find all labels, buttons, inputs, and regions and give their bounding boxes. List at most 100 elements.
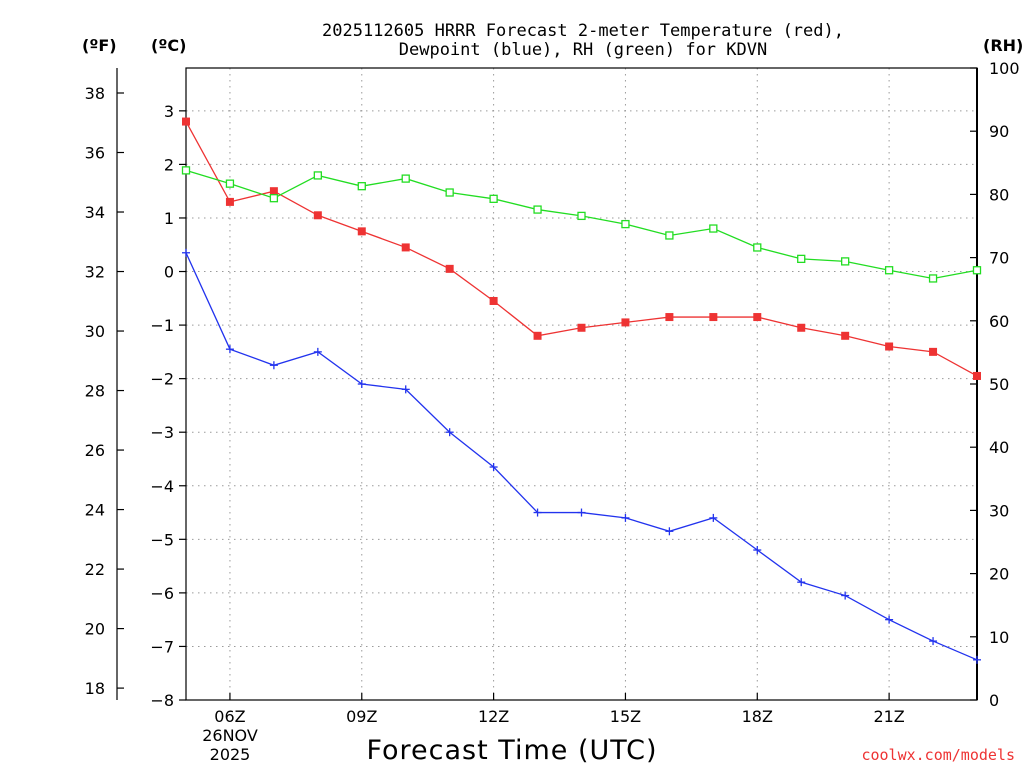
rh-tick-label: 60 [989,312,1009,331]
fahrenheit-axis-unit: (ºF) [82,36,117,55]
fahrenheit-tick-label: 26 [85,441,105,460]
date-label-day: 26NOV [202,726,258,745]
x-tick-label: 21Z [873,707,904,726]
rh-tick-label: 90 [989,122,1009,141]
temperature-point [533,331,542,340]
celsius-tick-label: 1 [164,209,174,228]
rh-point [621,219,630,229]
rh-point [797,254,806,264]
temperature-point [929,347,938,356]
credit-text: coolwx.com/models [861,746,1015,764]
rh-point [841,257,850,266]
rh-point [313,171,322,180]
rh-point [709,224,718,233]
rh-point [445,188,454,197]
rh-point [225,179,235,188]
rh-tick-label: 0 [989,691,999,710]
dewpoint-point [269,361,278,370]
rh-point [181,166,191,175]
temperature-point [753,313,762,322]
celsius-tick-label: −2 [150,370,174,389]
dewpoint-point [225,345,234,354]
rh-point [972,266,982,275]
dewpoint-point [797,578,806,587]
celsius-tick-label: 0 [164,263,174,282]
temperature-point [445,264,454,273]
axes-layer: −8 −7 −6 −5 −4 −3 −2 −1 0 1 2 3 18 20 22 24 26 28 30 32 34 36… [85,59,1020,726]
x-tick-label: 06Z [214,707,245,726]
dewpoint-point [577,508,586,517]
celsius-tick-label: 2 [164,155,174,174]
rh-tick-label: 50 [989,375,1009,394]
temperature-point [665,313,674,322]
grid-layer [186,68,977,701]
temperature-point [357,227,366,236]
fahrenheit-tick-label: 32 [85,263,105,282]
temperature-point [797,323,806,332]
dewpoint-point [753,546,762,555]
dewpoint-point [182,248,190,257]
x-axis-label: Forecast Time (UTC) [366,735,657,766]
rh-series [181,166,982,283]
temperature-point [885,342,894,351]
dewpoint-point [401,385,410,394]
temperature-line [185,121,978,377]
celsius-tick-label: −3 [150,423,174,442]
celsius-tick-label: −1 [150,316,174,335]
dewpoint-point [489,463,498,472]
dewpoint-point [445,428,454,437]
celsius-axis-unit: (ºC) [151,36,186,55]
date-label-year: 2025 [210,745,251,764]
dewpoint-series [182,248,981,664]
rh-point [533,205,542,214]
rh-tick-label: 10 [989,628,1009,647]
fahrenheit-tick-label: 36 [85,144,105,163]
dewpoint-point [841,591,850,600]
rh-point [357,182,366,191]
rh-tick-label: 80 [989,185,1009,204]
dewpoint-point [621,513,630,522]
rh-tick-label: 40 [989,438,1009,457]
dewpoint-point [313,347,322,356]
dewpoint-point [885,615,894,624]
x-tick-label: 09Z [346,707,377,726]
rh-tick-label: 30 [989,501,1009,520]
rh-axis-unit: (RH) [983,36,1023,55]
celsius-tick-label: −7 [150,637,174,656]
celsius-tick-label: −5 [150,530,174,549]
temperature-point [182,117,190,126]
temperature-point [621,318,630,327]
chart-title-line-1: 2025112605 HRRR Forecast 2-meter Tempera… [322,21,844,41]
fahrenheit-tick-label: 22 [85,560,105,579]
rh-tick-label: 100 [989,59,1020,78]
dewpoint-line [185,252,978,661]
rh-point [665,231,674,240]
plot-frame [185,67,978,701]
temperature-point [841,331,850,340]
dewpoint-point [357,380,366,388]
rh-point [884,266,894,275]
temperature-point [401,243,410,252]
celsius-tick-label: 3 [164,102,174,121]
fahrenheit-tick-label: 20 [85,620,105,639]
rh-tick-label: 70 [989,249,1009,268]
celsius-tick-label: −4 [150,477,174,496]
fahrenheit-tick-label: 34 [85,203,105,222]
rh-point [269,194,279,203]
dewpoint-point [665,527,674,536]
dewpoint-point [973,655,981,664]
rh-line [185,169,978,280]
rh-tick-label: 20 [989,565,1009,584]
series-layer [181,117,982,664]
temperature-point [225,197,234,206]
x-tick-label: 12Z [478,707,509,726]
temperature-point [973,371,981,380]
temperature-point [269,187,278,196]
temperature-series [182,117,981,380]
fahrenheit-tick-label: 38 [85,84,105,103]
rh-point [489,194,498,203]
temperature-point [313,211,322,220]
celsius-tick-label: −6 [150,584,174,603]
dewpoint-point [929,637,938,646]
rh-point [401,174,410,183]
